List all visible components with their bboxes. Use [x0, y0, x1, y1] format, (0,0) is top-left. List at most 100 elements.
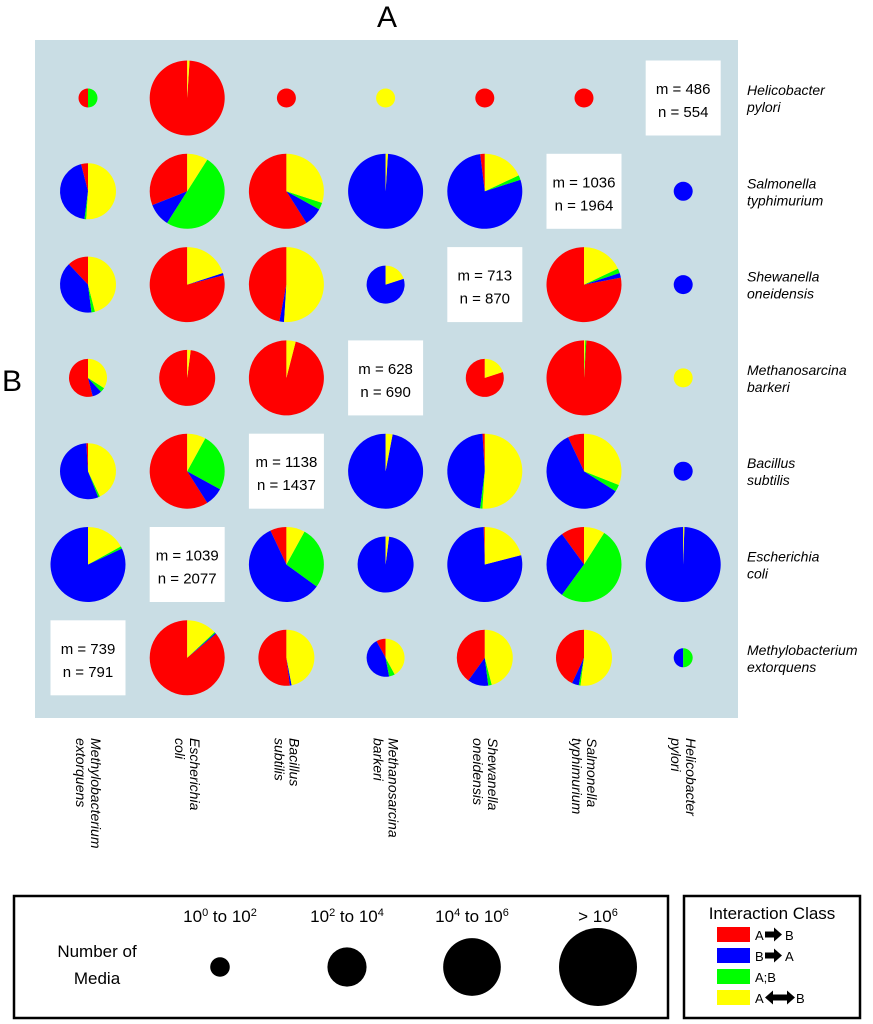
pie-slice — [376, 88, 396, 108]
pie-chart — [276, 88, 296, 108]
pie-chart — [366, 638, 405, 677]
pie-slice — [546, 340, 622, 416]
pie-slice — [59, 443, 99, 500]
pie-slice — [673, 648, 684, 668]
pie-slice — [556, 629, 584, 684]
pie-slice — [187, 633, 217, 658]
size-legend-label: > 106 — [578, 907, 618, 926]
size-legend-label: 102 to 104 — [310, 907, 384, 926]
n-count: n = 554 — [658, 104, 708, 121]
pie-slice — [456, 629, 485, 681]
row-label: typhimurium — [747, 192, 824, 208]
pie-slice — [88, 527, 121, 565]
column-label: Escherichia coli — [172, 738, 204, 811]
row-label: Methylobacterium — [747, 642, 858, 658]
class-legend-item: A;B — [717, 969, 776, 985]
pie-slice — [482, 433, 485, 472]
row-label: Shewanella — [747, 269, 820, 285]
pie-slice — [584, 340, 587, 378]
pie-slice — [348, 153, 424, 229]
pie-chart — [546, 433, 622, 509]
pie-slice — [568, 433, 584, 472]
row-axis-title: B — [2, 365, 22, 398]
pie-slice — [187, 438, 225, 490]
pie-slice — [86, 163, 116, 220]
pie-slice — [484, 629, 513, 685]
pie-slice — [159, 349, 216, 406]
column-label-line: Escherichia — [187, 738, 204, 811]
pie-slice — [683, 527, 685, 565]
matrix-cells: m = 486 n = 554 m = 1036 n = 1964 m = 713 n =… — [50, 60, 721, 696]
column-label-line: Helicobacter — [683, 738, 700, 816]
class-from: B — [755, 949, 764, 964]
arrow-right-icon — [765, 927, 782, 942]
pie-slice — [673, 275, 693, 295]
pie-chart — [248, 153, 324, 229]
pie-slice — [187, 247, 223, 285]
pie-slice — [385, 536, 390, 565]
pie-chart — [673, 275, 693, 295]
count-box-bg — [50, 620, 126, 696]
pie-chart — [546, 247, 622, 323]
pie-slice — [286, 191, 323, 210]
pie-slice — [60, 264, 92, 313]
pie-chart — [149, 153, 225, 229]
pie-chart — [456, 629, 513, 686]
pie-slice — [84, 191, 88, 220]
row-label: coli — [747, 566, 769, 582]
pie-slice — [69, 358, 93, 397]
pie-chart — [149, 620, 225, 696]
pie-slice — [385, 265, 404, 285]
pie-slice — [78, 88, 88, 108]
m-count: m = 1138 — [255, 454, 317, 471]
row-label: Helicobacter — [747, 82, 826, 98]
pie-chart — [673, 648, 693, 668]
pie-slice — [276, 88, 296, 108]
pie-slice — [279, 284, 287, 323]
m-count: m = 486 — [656, 81, 711, 98]
pie-slice — [483, 527, 485, 565]
column-label-line: Shewanella — [484, 738, 501, 811]
arrow-right-icon — [765, 948, 782, 963]
pie-slice — [88, 284, 95, 313]
pie-slice — [584, 268, 620, 285]
pie-slice — [480, 153, 485, 192]
column-label-line: typhimurium — [569, 738, 585, 815]
count-box-bg — [645, 60, 721, 136]
pie-slice — [366, 265, 405, 304]
pie-slice — [376, 638, 386, 658]
pie-chart — [159, 349, 216, 406]
m-count: m = 739 — [61, 641, 116, 658]
pie-slice — [60, 164, 88, 220]
class-to: A — [785, 949, 794, 964]
pie-chart — [645, 527, 721, 602]
pie-chart — [78, 88, 98, 108]
class-swatch — [717, 948, 750, 963]
diagonal-count-box: m = 1039 n = 2077 — [149, 527, 225, 602]
pie-slice — [248, 247, 287, 322]
pie-slice — [86, 443, 88, 472]
pie-chart — [59, 443, 116, 500]
pie-chart — [475, 88, 495, 108]
pie-slice — [88, 377, 105, 392]
row-label: Salmonella — [747, 175, 816, 191]
column-label: Shewanella oneidensis — [469, 738, 501, 811]
pie-slice — [348, 433, 424, 509]
pie-slice — [187, 349, 191, 378]
diagonal-count-box: m = 1138 n = 1437 — [248, 433, 324, 509]
count-box-bg — [149, 527, 225, 602]
pie-chart — [149, 247, 225, 323]
pie-slice — [447, 433, 485, 509]
pie-chart — [248, 527, 324, 602]
column-label-line: oneidensis — [469, 738, 486, 805]
pie-slice — [482, 433, 523, 509]
n-count: n = 1964 — [555, 197, 614, 214]
pie-slice — [286, 191, 320, 223]
row-label: Bacillus — [747, 455, 795, 471]
arrow-both-icon — [765, 990, 795, 1005]
row-label: pylori — [746, 99, 781, 115]
size-legend-circle — [210, 957, 230, 977]
row-label: oneidensis — [747, 286, 814, 302]
n-count: n = 870 — [460, 291, 510, 308]
